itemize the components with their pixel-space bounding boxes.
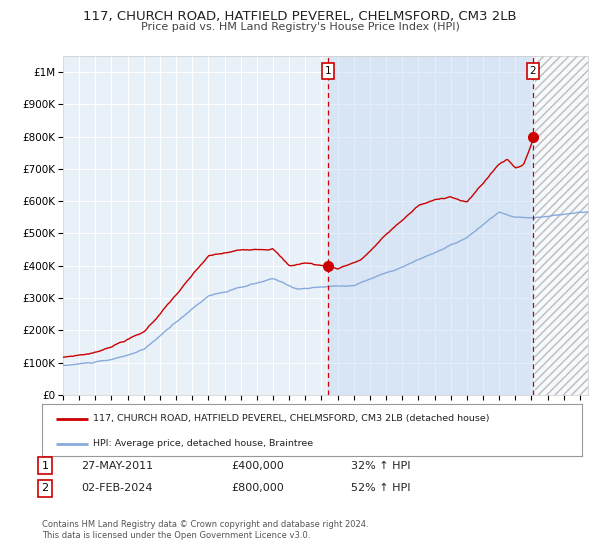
Text: 117, CHURCH ROAD, HATFIELD PEVEREL, CHELMSFORD, CM3 2LB: 117, CHURCH ROAD, HATFIELD PEVEREL, CHEL… [83,10,517,23]
Text: 52% ↑ HPI: 52% ↑ HPI [351,483,410,493]
Text: 2: 2 [530,66,536,76]
Text: 32% ↑ HPI: 32% ↑ HPI [351,461,410,471]
Text: £800,000: £800,000 [231,483,284,493]
Text: 1: 1 [41,461,49,471]
Text: 27-MAY-2011: 27-MAY-2011 [81,461,153,471]
Bar [535,56,588,395]
Text: 117, CHURCH ROAD, HATFIELD PEVEREL, CHELMSFORD, CM3 2LB (detached house): 117, CHURCH ROAD, HATFIELD PEVEREL, CHEL… [94,414,490,423]
Text: 2: 2 [41,483,49,493]
Text: Contains HM Land Registry data © Crown copyright and database right 2024.
This d: Contains HM Land Registry data © Crown c… [42,520,368,540]
Bar [535,56,588,395]
Bar [328,56,533,395]
Text: 02-FEB-2024: 02-FEB-2024 [81,483,152,493]
Text: 1: 1 [325,66,331,76]
Text: HPI: Average price, detached house, Braintree: HPI: Average price, detached house, Brai… [94,440,313,449]
Text: Price paid vs. HM Land Registry's House Price Index (HPI): Price paid vs. HM Land Registry's House … [140,22,460,32]
Text: £400,000: £400,000 [231,461,284,471]
